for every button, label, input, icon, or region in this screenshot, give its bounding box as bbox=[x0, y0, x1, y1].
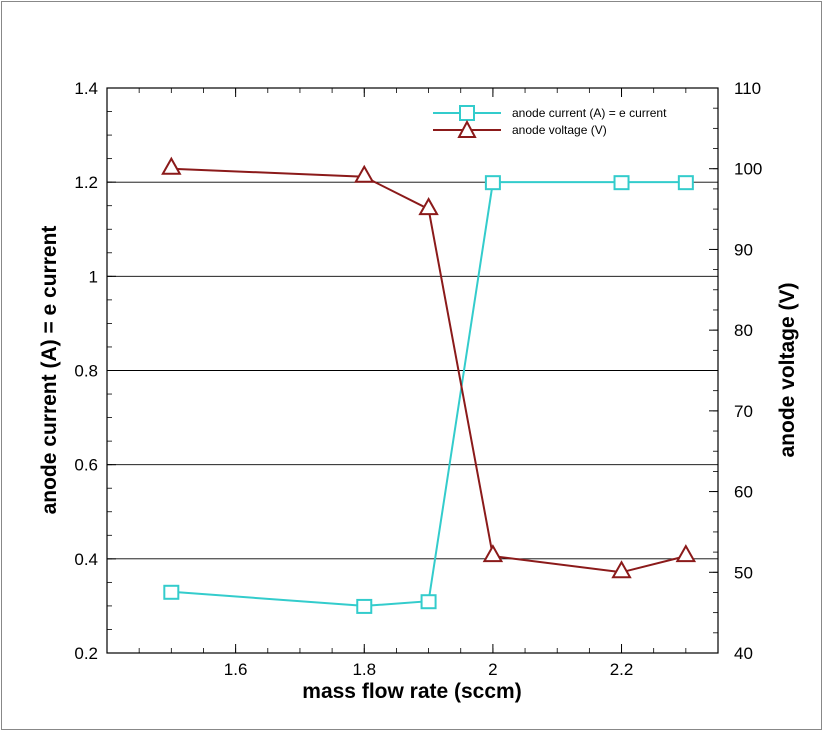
data-point-current bbox=[163, 584, 180, 600]
data-point-voltage bbox=[482, 544, 504, 563]
data-point-voltage bbox=[354, 164, 375, 183]
y-right-tick-label: 50 bbox=[734, 563, 753, 582]
x-tick-label: 1.8 bbox=[352, 660, 376, 679]
legend-label-voltage: anode voltage (V) bbox=[512, 123, 607, 137]
data-point-current bbox=[484, 175, 501, 191]
data-point-voltage bbox=[675, 544, 697, 563]
data-point-current bbox=[420, 594, 437, 610]
data-point-current bbox=[356, 598, 373, 614]
y-axis-title-right: anode voltage (V) bbox=[776, 282, 799, 457]
y-left-tick-label: 1.4 bbox=[74, 79, 98, 98]
legend-marker-current bbox=[459, 105, 475, 121]
y-left-tick-label: 0.8 bbox=[74, 362, 98, 381]
y-right-tick-label: 100 bbox=[734, 160, 762, 179]
y-left-tick-label: 0.2 bbox=[74, 644, 98, 663]
y-right-tick-label: 80 bbox=[734, 321, 753, 340]
y-left-tick-label: 0.6 bbox=[74, 456, 98, 475]
data-point-voltage bbox=[418, 197, 439, 216]
y-right-tick-label: 40 bbox=[734, 644, 753, 663]
data-point-current bbox=[613, 175, 630, 191]
y-left-tick-label: 1.2 bbox=[74, 173, 98, 192]
axis-ticks: 0.2 0.4 0.6 0.8 1 1.2 1.4 40 50 60 70 80 90 100 110 1.6… bbox=[74, 79, 762, 679]
x-tick-label: 1.6 bbox=[224, 660, 248, 679]
legend-marker-voltage bbox=[457, 119, 477, 138]
y-right-tick-label: 60 bbox=[734, 483, 753, 502]
data-point-voltage bbox=[161, 156, 182, 175]
y-axis-title-left: anode current (A) = e current bbox=[38, 226, 61, 515]
y-right-tick-label: 110 bbox=[734, 79, 761, 98]
y-left-tick-label: 0.4 bbox=[74, 550, 98, 569]
x-tick-label: 2 bbox=[488, 660, 497, 679]
legend-label-current: anode current (A) = e current bbox=[512, 106, 667, 120]
series-group bbox=[161, 156, 697, 614]
y-left-tick-label: 1 bbox=[89, 267, 98, 286]
legend: anode current (A) = e current anode volt… bbox=[433, 105, 667, 138]
x-axis-title: mass flow rate (sccm) bbox=[302, 680, 521, 703]
series-line-voltage bbox=[171, 167, 687, 574]
data-point-current bbox=[677, 175, 694, 191]
y-right-tick-label: 90 bbox=[734, 240, 753, 259]
gridlines bbox=[107, 181, 718, 560]
series-line-current bbox=[171, 181, 686, 607]
data-point-voltage bbox=[611, 560, 632, 579]
x-tick-label: 2.2 bbox=[610, 660, 634, 679]
y-right-tick-label: 70 bbox=[734, 402, 753, 421]
